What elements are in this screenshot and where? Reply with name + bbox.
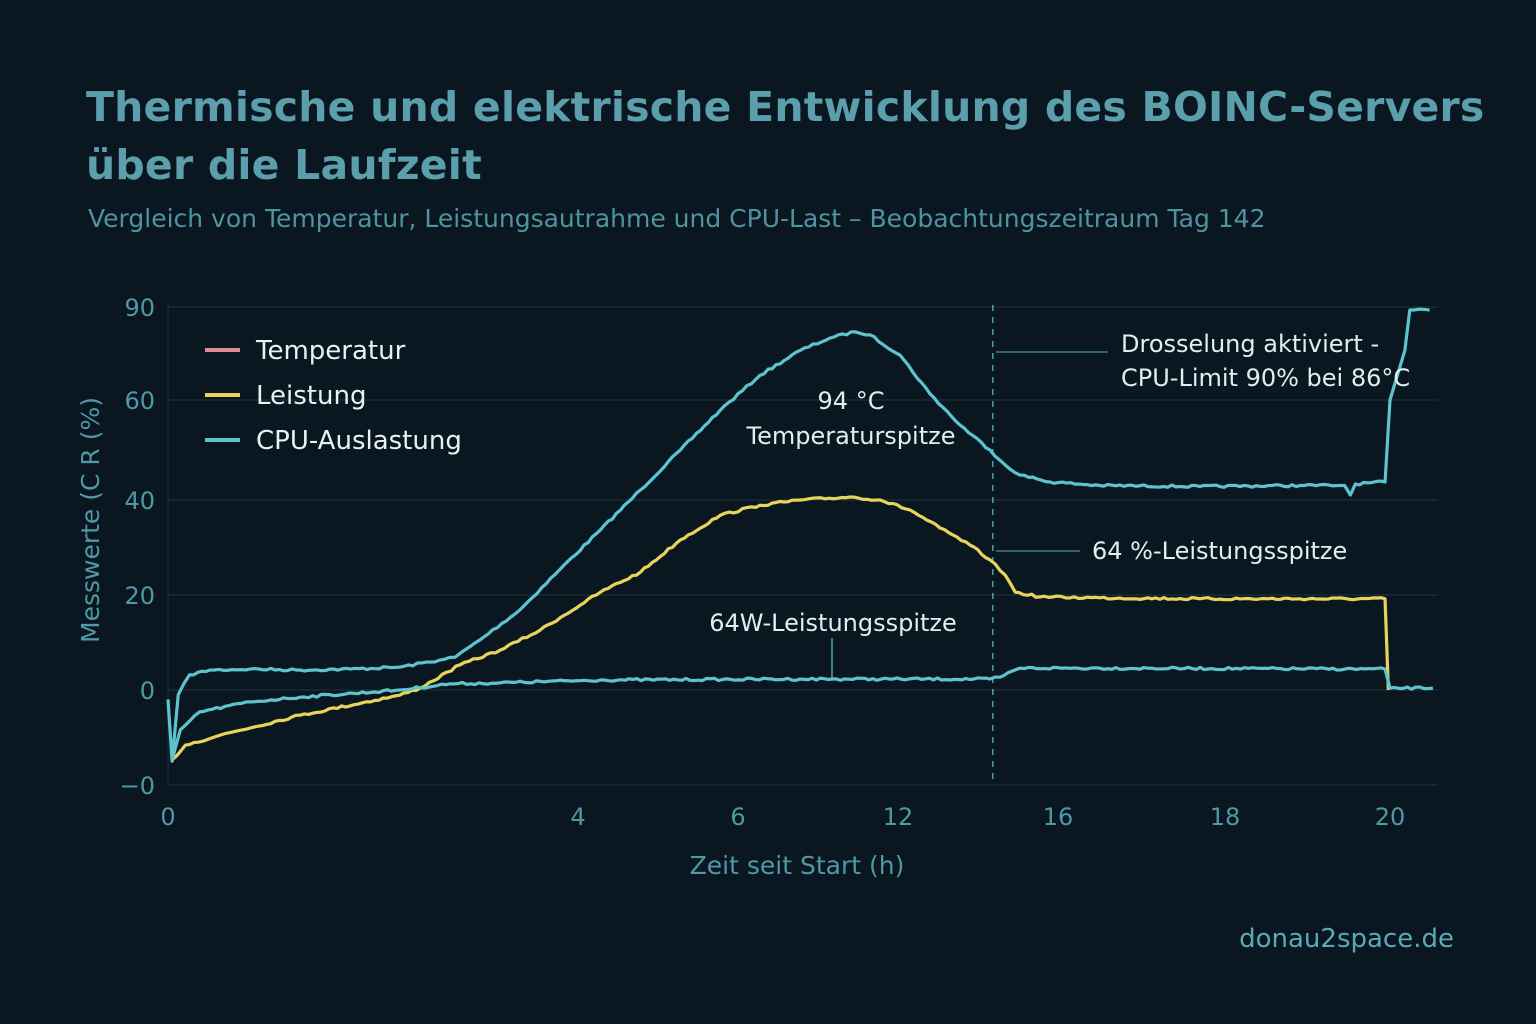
y-tick-label: 0: [140, 677, 155, 705]
chart-subtitle: Vergleich von Temperatur, Leistungsautra…: [88, 204, 1266, 233]
x-tick-label: 18: [1210, 803, 1241, 831]
y-tick-label: −0: [120, 772, 155, 800]
legend: Temperatur Leistung CPU-Auslastung: [205, 336, 462, 456]
x-axis-ticks: 0 4 6 12 16 18 20: [160, 803, 1405, 831]
series-line-secondary-cpu: [170, 665, 1434, 761]
legend-label: Leistung: [256, 381, 366, 411]
legend-label: Temperatur: [255, 336, 406, 366]
annotation-power-peak-pct: 64 %-Leistungsspitze: [1092, 537, 1347, 565]
y-tick-label: 60: [124, 387, 155, 415]
y-tick-label: 40: [124, 487, 155, 515]
x-tick-label: 16: [1043, 803, 1074, 831]
annotation-temp-peak: Temperaturspitze: [746, 422, 956, 450]
x-tick-label: 20: [1375, 803, 1406, 831]
x-axis-label: Zeit seit Start (h): [690, 851, 905, 880]
legend-label: CPU-Auslastung: [256, 426, 462, 456]
annotation-throttle: CPU-Limit 90% bei 86°C: [1121, 364, 1410, 392]
y-tick-label: 20: [124, 582, 155, 610]
series-line-cpu-auslastung: [166, 307, 1430, 763]
x-tick-label: 0: [160, 803, 175, 831]
y-axis-ticks: −0 0 20 40 60 90: [120, 294, 155, 800]
annotation-power-peak-w: 64W-Leistungsspitze: [709, 609, 957, 637]
y-tick-label: 90: [124, 294, 155, 322]
annotations: 94 °C Temperaturspitze 64W-Leistungsspitze…: [709, 330, 1410, 678]
annotation-throttle: Drosselung aktiviert -: [1121, 330, 1379, 358]
annotation-temp-peak: 94 °C: [818, 387, 885, 415]
series-line-leistung: [171, 495, 1390, 762]
x-tick-label: 6: [730, 803, 745, 831]
footer-source: donau2space.de: [1239, 924, 1454, 954]
series-lines: [166, 307, 1434, 763]
y-axis-label: Messwerte (C R (%): [76, 397, 105, 643]
x-tick-label: 4: [570, 803, 585, 831]
chart-title: Thermische und elektrische Entwicklung d…: [86, 83, 1485, 189]
x-tick-label: 12: [883, 803, 914, 831]
